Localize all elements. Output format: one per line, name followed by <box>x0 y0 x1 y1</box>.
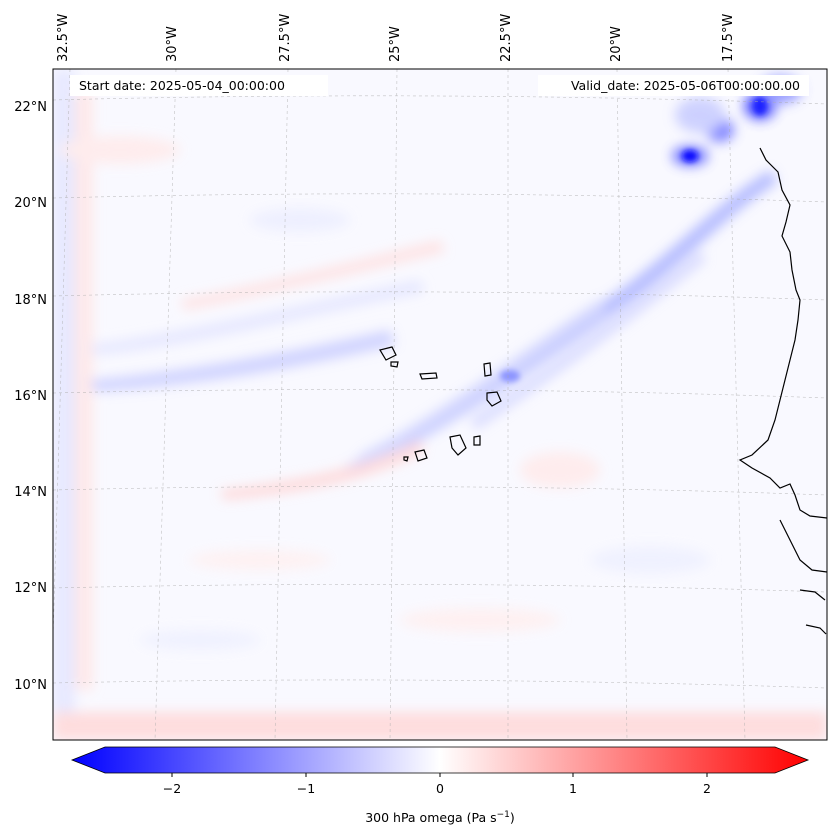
lon-label-30w: 30°W <box>165 26 180 62</box>
valid-date-box <box>538 75 809 96</box>
colorbar-tick-label: −1 <box>297 781 315 796</box>
lon-label-32-5w: 32.5°W <box>56 14 71 62</box>
colorbar-tick-label: 1 <box>569 781 577 796</box>
colorbar-tick-label: 2 <box>703 781 711 796</box>
map-frame <box>52 68 828 741</box>
omega-field <box>53 69 827 740</box>
lon-label-20w: 20°W <box>609 26 624 62</box>
lat-label-18n: 18°N <box>14 293 47 308</box>
lon-label-27-5w: 27.5°W <box>278 14 293 62</box>
lat-label-16n: 16°N <box>14 389 47 404</box>
colorbar: −2 −1 0 1 2 300 hPa omega (Pa s−1) <box>70 746 810 825</box>
gridlines <box>53 69 827 740</box>
lon-label-17-5w: 17.5°W <box>721 14 736 62</box>
lat-label-22n: 22°N <box>14 100 47 115</box>
lat-label-12n: 12°N <box>14 581 47 596</box>
colorbar-title: 300 hPa omega (Pa s−1) <box>365 810 515 825</box>
valid-date-label: Valid_date: 2025-05-06T00:00:00.00 <box>571 78 800 93</box>
start-date-box <box>70 75 328 96</box>
coastline <box>738 147 827 635</box>
lon-label-22-5w: 22.5°W <box>499 14 514 62</box>
lat-label-14n: 14°N <box>14 485 47 500</box>
lon-label-25w: 25°W <box>388 26 403 62</box>
start-date-label: Start date: 2025-05-04_00:00:00 <box>79 78 285 93</box>
colorbar-bar <box>70 746 810 774</box>
lat-label-20n: 20°N <box>14 196 47 211</box>
cape-verde-islands <box>379 346 502 462</box>
lat-label-10n: 10°N <box>14 678 47 693</box>
colorbar-ticks <box>171 773 708 777</box>
colorbar-tick-label: −2 <box>163 781 181 796</box>
colorbar-tick-label: 0 <box>436 781 444 796</box>
